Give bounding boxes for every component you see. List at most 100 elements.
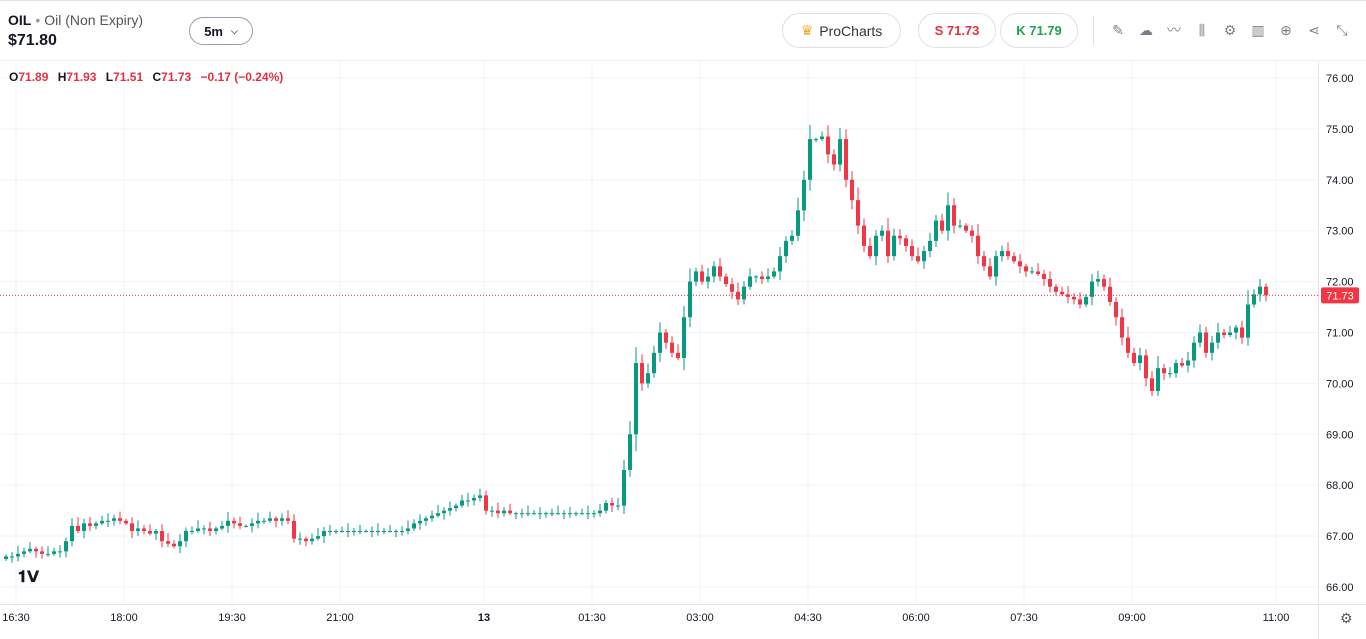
candle-down bbox=[826, 136, 830, 155]
candle-up bbox=[358, 531, 362, 533]
candle-up bbox=[1174, 363, 1178, 374]
candle-down bbox=[130, 523, 134, 532]
candle-up bbox=[424, 518, 428, 521]
price-tick-label: 69.00 bbox=[1326, 429, 1354, 441]
time-tick-label: 16:30 bbox=[2, 612, 30, 624]
candle-up bbox=[46, 553, 50, 555]
candle-down bbox=[76, 525, 80, 532]
candle-up bbox=[958, 225, 962, 227]
candle-down bbox=[1264, 286, 1268, 296]
share-icon[interactable]: ⋖ bbox=[1308, 21, 1320, 38]
candle-up bbox=[502, 510, 506, 514]
candle-up bbox=[454, 505, 458, 509]
candle-down bbox=[232, 520, 236, 524]
candle-up bbox=[1084, 296, 1088, 305]
candle-up bbox=[628, 434, 632, 470]
candle-up bbox=[598, 510, 602, 514]
candle-up bbox=[400, 531, 404, 533]
cloud-icon[interactable]: ☁ bbox=[1139, 21, 1153, 38]
pencil-icon[interactable]: ✎ bbox=[1112, 21, 1124, 38]
symbol-info: OIL • Oil (Non Expiry) bbox=[8, 12, 144, 28]
candle-up bbox=[268, 518, 272, 521]
candle-up bbox=[226, 520, 230, 526]
candles-icon[interactable]: ⫼ bbox=[1198, 21, 1206, 38]
candle-up bbox=[214, 528, 218, 532]
candle-up bbox=[1198, 332, 1202, 343]
candle-up bbox=[808, 139, 812, 180]
candle-down bbox=[970, 230, 974, 236]
time-tick-label: 06:00 bbox=[902, 612, 930, 624]
time-tick-label: 01:30 bbox=[578, 612, 606, 624]
candle-up bbox=[340, 531, 344, 533]
timeframe-value: 5m bbox=[204, 23, 223, 39]
axis-settings-icon[interactable]: ⚙ bbox=[1340, 610, 1353, 626]
candle-down bbox=[1144, 355, 1148, 379]
candle-down bbox=[856, 200, 860, 226]
candle-up bbox=[64, 541, 68, 552]
candle-up bbox=[574, 513, 578, 515]
candle-down bbox=[484, 495, 488, 511]
toolbar: ✎ ☁ 〰 ⫼ ⚙ ▥ ⊕ ⋖ ⤡ bbox=[1108, 20, 1352, 40]
candle-down bbox=[640, 363, 644, 384]
candle-down bbox=[508, 510, 512, 514]
candlestick-chart[interactable]: 66.00 67.00 68.00 69.00 70.00 71.00 72.00 73.00… bbox=[0, 62, 1366, 639]
candle-down bbox=[1060, 291, 1064, 295]
collapse-icon[interactable]: ⤡ bbox=[1336, 21, 1348, 38]
candle-up bbox=[244, 525, 248, 527]
buy-button[interactable]: K 71.79 bbox=[1000, 13, 1078, 48]
bar-chart-icon[interactable]: ▥ bbox=[1251, 21, 1265, 38]
procharts-button[interactable]: ♛ ProCharts bbox=[782, 13, 901, 48]
candle-up bbox=[658, 332, 662, 353]
candle-up bbox=[562, 513, 566, 515]
candle-up bbox=[70, 525, 74, 542]
candle-up bbox=[1252, 294, 1256, 305]
candle-up bbox=[4, 556, 8, 560]
price-tick-label: 76.00 bbox=[1326, 73, 1354, 85]
candle-down bbox=[904, 238, 908, 246]
candle-down bbox=[664, 332, 668, 343]
candle-up bbox=[334, 531, 338, 533]
high-value: 71.93 bbox=[66, 70, 97, 84]
candle-down bbox=[172, 543, 176, 547]
candle-down bbox=[286, 518, 290, 521]
gear-icon[interactable]: ⚙ bbox=[1223, 21, 1237, 38]
candle-up bbox=[16, 553, 20, 557]
candle-up bbox=[1210, 342, 1214, 353]
candle-down bbox=[1102, 279, 1106, 287]
candle-down bbox=[952, 205, 956, 226]
candle-up bbox=[526, 513, 530, 515]
candle-down bbox=[724, 276, 728, 285]
candle-down bbox=[700, 271, 704, 282]
price-tick-label: 68.00 bbox=[1326, 480, 1354, 492]
plus-circle-icon[interactable]: ⊕ bbox=[1280, 21, 1292, 38]
candle-down bbox=[1162, 368, 1166, 374]
candle-down bbox=[1120, 317, 1124, 338]
candle-down bbox=[1126, 337, 1130, 353]
candle-up bbox=[748, 276, 752, 287]
candle-down bbox=[34, 548, 38, 552]
time-tick-label: 19:30 bbox=[218, 612, 246, 624]
candle-up bbox=[568, 513, 572, 515]
price-tick-label: 73.00 bbox=[1326, 226, 1354, 238]
candle-up bbox=[1000, 251, 1004, 257]
candle-up bbox=[100, 520, 104, 524]
candle-up bbox=[1192, 342, 1196, 361]
line-chart-icon[interactable]: 〰 bbox=[1167, 22, 1181, 38]
timeframe-select[interactable]: 5m ⌵ bbox=[189, 17, 253, 45]
sell-button[interactable]: S 71.73 bbox=[918, 13, 996, 48]
candle-down bbox=[208, 528, 212, 532]
candle-up bbox=[928, 240, 932, 252]
candle-down bbox=[1180, 363, 1184, 366]
candle-up bbox=[58, 551, 62, 553]
candle-up bbox=[418, 520, 422, 524]
candle-up bbox=[586, 513, 590, 515]
candle-down bbox=[238, 523, 242, 526]
tradingview-logo[interactable]: 𝟏𝗩 bbox=[18, 569, 40, 586]
symbol-name: Oil (Non Expiry) bbox=[44, 12, 144, 28]
candle-up bbox=[646, 373, 650, 384]
price-tick-label: 67.00 bbox=[1326, 531, 1354, 543]
candle-up bbox=[10, 556, 14, 558]
candle-up bbox=[520, 513, 524, 515]
candle-up bbox=[712, 266, 716, 277]
candle-down bbox=[844, 139, 848, 180]
